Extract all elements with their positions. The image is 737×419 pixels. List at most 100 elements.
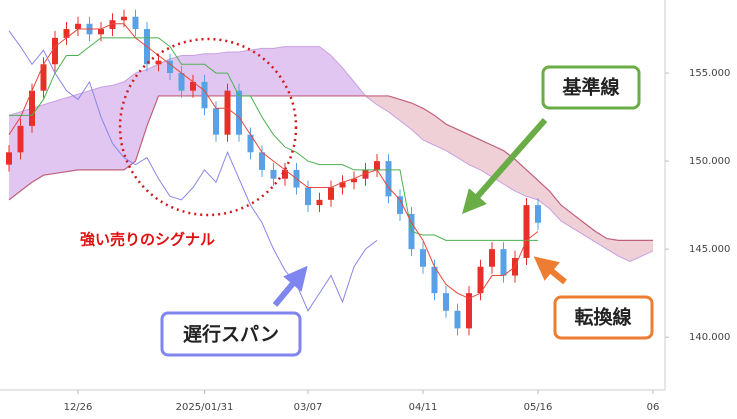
candle-body — [213, 108, 219, 135]
cloud-layer — [9, 46, 653, 262]
tenkan-callout — [553, 295, 654, 340]
cloud-segment — [630, 240, 642, 262]
candle-body — [178, 73, 185, 91]
cloud-segment — [296, 46, 308, 96]
candle-body — [443, 293, 449, 311]
series-line — [8, 23, 539, 299]
series-line — [8, 30, 378, 312]
cloud-segment — [434, 115, 446, 151]
candle-body — [270, 169, 277, 179]
candle-body — [63, 29, 70, 38]
cloud-segment — [526, 169, 538, 200]
cloud-segment — [319, 46, 331, 96]
cloud-segment — [480, 139, 492, 177]
candle-body — [236, 90, 242, 135]
cloud-segment — [411, 103, 423, 140]
cloud-segment — [101, 85, 113, 170]
cloud-segment — [124, 73, 136, 170]
candle-body — [224, 90, 231, 135]
candle-body — [190, 81, 196, 91]
candle-body — [17, 125, 24, 153]
cloud-segment — [515, 159, 527, 197]
candle-body — [374, 161, 380, 170]
candle-body — [466, 293, 472, 329]
candle-body — [339, 182, 346, 188]
x-tick-label: 05/16 — [524, 402, 553, 413]
cloud-segment — [549, 191, 561, 221]
candle-body — [535, 205, 541, 223]
cloud-segment — [342, 67, 354, 96]
candle-body — [121, 16, 127, 21]
candle-body — [6, 152, 12, 165]
cloud-segment — [469, 134, 481, 170]
kijun-arrow — [462, 118, 548, 214]
candle-body — [29, 90, 35, 126]
candle-body — [132, 16, 139, 30]
x-tick-label: 12/26 — [64, 402, 93, 413]
tenkan-label: 転換線 — [574, 306, 631, 329]
candle-body — [477, 266, 484, 294]
cloud-segment — [618, 240, 630, 262]
cloud-segment — [227, 51, 239, 96]
cloud-segment — [595, 231, 607, 250]
candle-body — [167, 60, 173, 74]
cloud-segment — [43, 101, 55, 176]
cloud-segment — [388, 95, 400, 121]
candle-body — [305, 187, 311, 206]
series-line — [8, 46, 654, 263]
cloud-segment — [285, 46, 297, 96]
cloud-segment — [308, 46, 320, 96]
chikou-callout — [160, 311, 302, 357]
cloud-segment — [423, 108, 435, 146]
candle-body — [500, 249, 507, 276]
cloud-segment — [66, 94, 78, 172]
candle-body — [489, 249, 495, 267]
cloud-segment — [262, 48, 274, 96]
y-tick-label: 150.000 — [689, 156, 730, 167]
cloud-segment — [147, 64, 159, 126]
candle-body — [362, 169, 369, 179]
spans-layer — [8, 46, 654, 263]
kijun-label: 基準線 — [561, 76, 619, 99]
x-tick-label: 06 — [647, 402, 660, 413]
cloud-segment — [457, 129, 469, 165]
x-tick-label: 04/11 — [409, 402, 438, 413]
candle-body — [454, 310, 461, 329]
cloud-segment — [112, 81, 124, 170]
candle-body — [397, 196, 403, 214]
cloud-segment — [55, 97, 67, 174]
candle-body — [259, 152, 265, 170]
signal-circle — [118, 37, 298, 217]
signal-label: 強い売りのシグナル — [80, 231, 215, 249]
cloud-segment — [239, 50, 251, 96]
candle-body — [385, 161, 392, 197]
candle-body — [523, 205, 530, 258]
candle-body — [40, 64, 47, 91]
x-tick-label: 03/07 — [294, 402, 323, 413]
chikou-label: 遅行スパン — [183, 323, 279, 346]
candle-body — [52, 37, 58, 65]
kijun-callout — [541, 65, 641, 110]
series-line — [8, 95, 653, 241]
cloud-segment — [331, 55, 343, 96]
candle-body — [247, 134, 254, 153]
chikou-arrow — [272, 265, 308, 307]
candle-body — [109, 20, 116, 30]
candle-body — [98, 29, 104, 35]
cloud-segment — [377, 95, 389, 112]
cloud-segment — [216, 51, 228, 96]
candle-body — [316, 199, 323, 206]
candle-body — [75, 23, 81, 30]
candle-body — [155, 60, 162, 65]
cloud-segment — [446, 124, 458, 158]
candle-body — [351, 178, 357, 183]
axes-layer: 140.000 145.000 150.000 155.000 12/26 2025/01… — [64, 68, 731, 413]
y-tick-label: 155.000 — [689, 68, 730, 79]
tenkan-arrow — [533, 256, 567, 285]
candle-body — [431, 266, 438, 294]
cloud-segment — [135, 69, 147, 162]
candle-body — [328, 187, 334, 200]
